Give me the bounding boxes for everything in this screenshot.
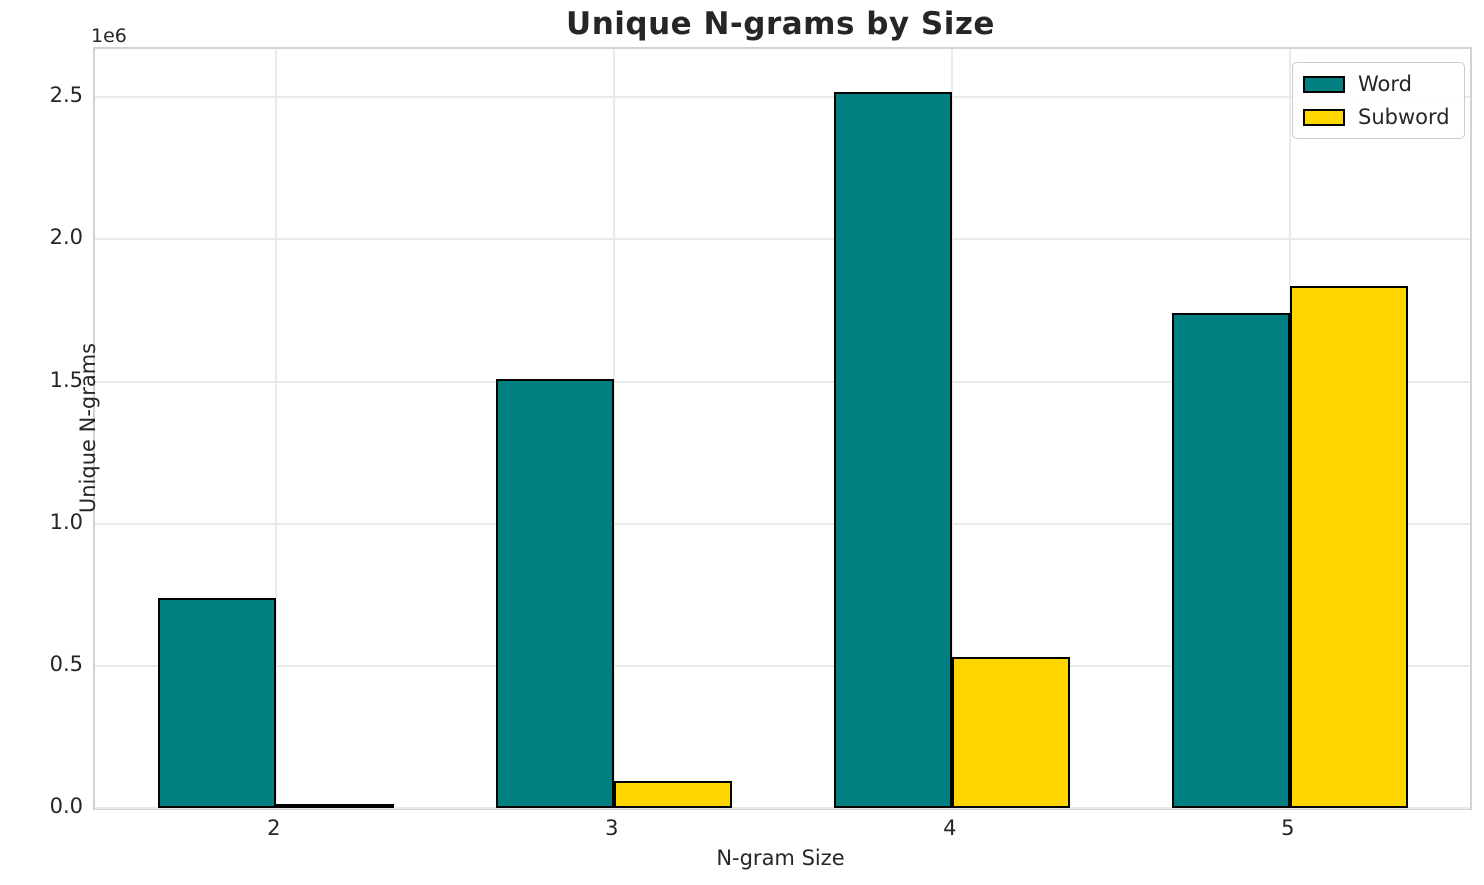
bar-subword-ngram-3 [613, 780, 733, 808]
y-tick-label-0.0: 0.0 [49, 794, 83, 818]
bar-subword-ngram-2 [275, 803, 395, 808]
x-tick-label-5: 5 [1281, 816, 1295, 840]
y-axis-multiplier-label: 1e6 [91, 25, 127, 47]
chart-title: Unique N-grams by Size [566, 6, 995, 42]
legend-label-subword: Subword [1358, 105, 1450, 129]
legend-entry-word: Word [1303, 72, 1450, 96]
legend-entry-subword: Subword [1303, 105, 1450, 129]
bar-word-ngram-2 [157, 597, 276, 808]
legend-swatch-subword [1303, 108, 1345, 126]
bar-subword-ngram-5 [1289, 286, 1409, 808]
legend: Word Subword [1292, 62, 1465, 139]
y-gridline-2.5 [95, 96, 1470, 99]
y-gridline-0.5 [95, 664, 1470, 667]
bar-word-ngram-3 [495, 378, 614, 808]
bar-subword-ngram-4 [951, 657, 1071, 808]
y-gridline-1.0 [95, 522, 1470, 525]
x-gridline-4 [950, 49, 953, 808]
y-tick-label-1.5: 1.5 [49, 367, 83, 392]
y-gridline-0.0 [95, 807, 1470, 809]
plot-area [93, 47, 1472, 810]
bar-word-ngram-4 [833, 91, 952, 808]
y-axis-title: Unique N-grams [76, 342, 100, 514]
x-tick-label-2: 2 [267, 816, 281, 840]
x-tick-label-4: 4 [943, 816, 957, 840]
x-axis-title: N-gram Size [716, 846, 845, 870]
x-gridline-3 [612, 49, 615, 808]
legend-label-word: Word [1358, 72, 1412, 96]
y-tick-label-1.0: 1.0 [49, 509, 83, 534]
y-gridline-1.5 [95, 380, 1470, 383]
x-gridline-2 [274, 49, 277, 808]
y-tick-label-2.5: 2.5 [49, 83, 83, 108]
x-tick-label-3: 3 [605, 816, 619, 840]
legend-swatch-word [1303, 75, 1345, 93]
y-tick-label-2.0: 2.0 [49, 225, 83, 250]
y-tick-label-0.5: 0.5 [49, 651, 83, 676]
bar-word-ngram-5 [1171, 313, 1290, 808]
y-gridline-2.0 [95, 238, 1470, 241]
